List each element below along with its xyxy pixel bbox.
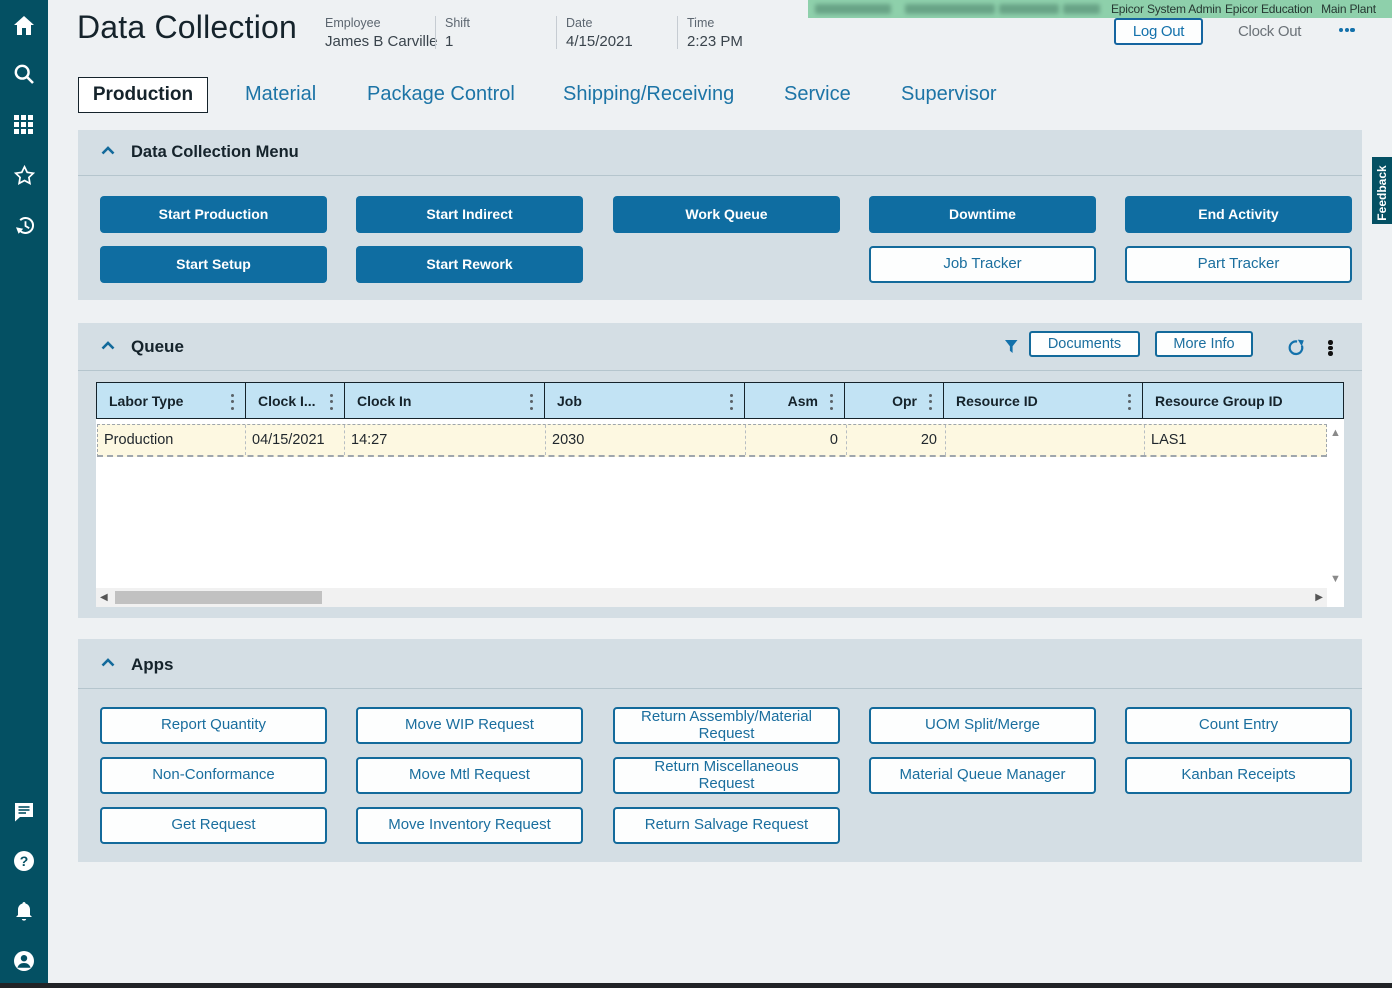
svg-text:?: ?: [20, 853, 29, 869]
